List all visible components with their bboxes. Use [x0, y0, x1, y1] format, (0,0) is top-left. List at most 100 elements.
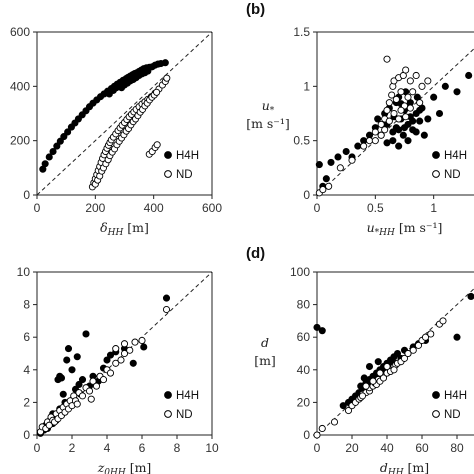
scatter-panel-4: 0 20 40 60 80 0 20 40 60 80 100 H4H ND dHH [m] d [m] (d) — [246, 245, 474, 474]
data-point-h4h — [60, 133, 68, 141]
data-point-nd — [406, 104, 414, 112]
x-tick-label: 80 — [450, 441, 464, 455]
data-point-h4h — [400, 124, 409, 132]
data-point-nd — [89, 377, 97, 385]
data-point-h4h — [412, 128, 420, 136]
x-tick-label: 0 — [314, 201, 321, 215]
legend-label: ND — [176, 409, 193, 421]
data-point-h4h — [82, 330, 90, 338]
x-tick-label: 1 — [430, 201, 437, 215]
data-point-nd — [418, 82, 426, 90]
y-tick-label: 20 — [297, 395, 311, 409]
y-tick-label: 0 — [303, 428, 310, 442]
x-axis-label: z0HH [m] — [97, 460, 152, 474]
data-point-nd — [404, 349, 412, 358]
scatter-panel-3: 0 2 4 6 8 10 0 2 4 6 8 10 H4H ND z0HH [m] — [17, 265, 219, 474]
data-point-nd — [362, 382, 370, 390]
data-point-nd — [360, 142, 368, 150]
data-point-nd — [365, 137, 374, 145]
x-tick-label: 0.5 — [367, 201, 384, 215]
data-point-nd — [78, 392, 87, 400]
data-point-h4h — [374, 358, 382, 366]
legend-label: H4H — [444, 390, 467, 402]
one-to-one-line — [316, 48, 474, 196]
data-point-h4h — [129, 359, 137, 367]
data-point-h4h — [399, 131, 407, 139]
y-tick-label: 4 — [23, 363, 30, 377]
data-point-nd — [385, 99, 393, 107]
scatter-panel-2: 0 0.5 1 0 0.5 1 1.5 H4H ND u*HH [m s⁻¹] u* [m s⁻¹]… — [246, 1, 474, 238]
data-point-h4h — [453, 333, 461, 341]
y-tick-label: 0 — [23, 188, 30, 202]
data-point-nd — [325, 182, 333, 190]
x-tick-label: 40 — [380, 441, 394, 455]
data-point-nd — [348, 156, 356, 164]
data-point-nd — [163, 74, 171, 82]
data-point-nd — [138, 336, 146, 345]
data-point-h4h — [360, 374, 368, 382]
legend-marker-h4h — [432, 391, 440, 399]
data-point-h4h — [435, 109, 444, 118]
data-point-h4h — [106, 351, 115, 359]
data-point-nd — [319, 186, 327, 194]
data-point-h4h — [389, 137, 397, 145]
data-point-h4h — [383, 139, 391, 147]
data-point-nd — [395, 115, 403, 123]
data-point-nd — [390, 109, 398, 118]
data-point-h4h — [75, 380, 83, 389]
data-point-h4h — [64, 128, 72, 136]
legend-label: ND — [444, 409, 461, 421]
y-tick-label: 1 — [303, 79, 310, 93]
legend-marker-nd — [164, 410, 172, 418]
data-point-nd — [404, 93, 412, 101]
y-tick-label: 200 — [10, 134, 30, 148]
data-point-nd — [385, 117, 393, 125]
data-point-h4h — [393, 349, 402, 358]
data-point-nd — [390, 366, 398, 374]
data-point-h4h — [430, 93, 438, 101]
data-point-h4h — [409, 117, 417, 125]
data-point-nd — [126, 346, 134, 354]
x-tick-label: 0 — [34, 201, 41, 215]
scatter-panel-1: 0 200 400 600 0 200 400 600 H4H ND δHH [m] — [10, 25, 222, 238]
y-axis-unit: [m] — [254, 353, 276, 368]
data-point-h4h — [327, 158, 335, 166]
data-point-nd — [99, 376, 108, 384]
data-point-h4h — [465, 71, 473, 80]
data-point-h4h — [59, 390, 67, 398]
y-tick-label: 8 — [23, 298, 30, 312]
data-point-h4h — [103, 356, 111, 364]
legend-marker-h4h — [164, 391, 172, 399]
data-point-h4h — [467, 292, 474, 300]
data-point-h4h — [57, 374, 66, 382]
y-tick-label: 400 — [10, 79, 30, 93]
data-point-nd — [400, 354, 409, 362]
data-point-nd — [87, 395, 95, 403]
data-point-nd — [414, 341, 423, 349]
data-point-nd — [153, 141, 161, 149]
data-point-nd — [371, 137, 379, 145]
data-point-nd — [397, 106, 405, 114]
data-point-h4h — [49, 147, 57, 156]
y-tick-label: 600 — [10, 25, 30, 39]
legend-marker-h4h — [432, 151, 440, 159]
data-point-nd — [330, 418, 339, 426]
data-point-h4h — [441, 82, 449, 90]
data-point-nd — [120, 340, 129, 348]
y-tick-label: 6 — [23, 330, 30, 344]
data-point-h4h — [78, 376, 87, 384]
data-point-nd — [112, 359, 120, 367]
x-tick-label: 600 — [202, 201, 222, 215]
legend-marker-nd — [432, 170, 440, 178]
data-point-nd — [120, 349, 129, 358]
y-tick-label: 60 — [297, 330, 311, 344]
data-point-h4h — [313, 323, 321, 331]
legend-label: H4H — [444, 150, 467, 162]
data-point-nd — [336, 164, 344, 172]
legend-label: H4H — [176, 150, 199, 162]
data-point-h4h — [140, 343, 148, 351]
data-point-h4h — [420, 131, 428, 139]
data-point-nd — [92, 382, 101, 390]
data-point-h4h — [53, 142, 61, 150]
